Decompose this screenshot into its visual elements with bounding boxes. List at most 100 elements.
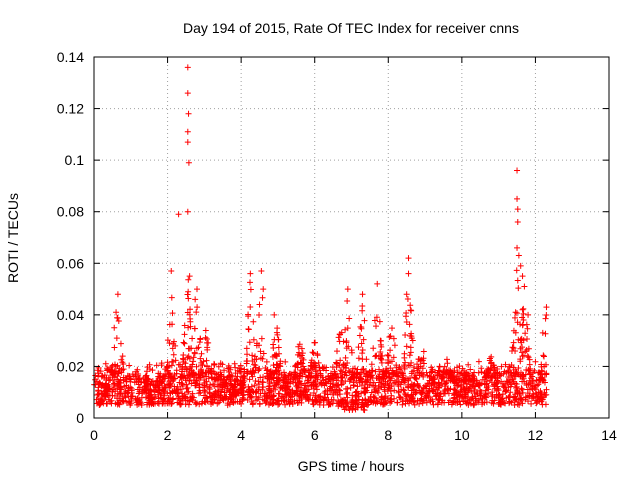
data-point	[429, 398, 436, 405]
data-point	[432, 393, 439, 400]
data-point	[355, 355, 362, 362]
data-point	[354, 404, 361, 411]
data-point	[111, 324, 118, 331]
data-point	[510, 376, 517, 383]
data-point	[342, 326, 349, 333]
data-point	[176, 400, 183, 407]
data-point	[311, 362, 318, 369]
data-point	[168, 294, 175, 301]
data-point	[360, 370, 367, 377]
data-point	[395, 388, 402, 395]
data-point	[185, 345, 192, 352]
data-point	[191, 349, 198, 356]
data-point	[543, 311, 550, 318]
data-point	[408, 359, 415, 366]
data-point	[404, 295, 411, 302]
data-point	[471, 369, 478, 376]
data-point	[94, 392, 101, 399]
data-point	[512, 373, 519, 380]
data-point	[186, 273, 193, 280]
data-point	[260, 350, 267, 357]
data-point	[186, 355, 193, 362]
data-point	[114, 291, 121, 298]
data-point	[345, 367, 352, 374]
y-tick-label: 0.08	[57, 204, 84, 220]
data-point	[515, 336, 522, 343]
data-point	[285, 398, 292, 405]
data-point	[179, 355, 186, 362]
data-point	[483, 384, 490, 391]
data-point	[368, 361, 375, 368]
data-point	[512, 385, 519, 392]
data-point	[510, 339, 517, 346]
data-point	[337, 367, 344, 374]
data-point	[479, 376, 486, 383]
data-point	[126, 362, 133, 369]
data-point	[263, 398, 270, 405]
data-point	[218, 388, 225, 395]
data-point	[161, 373, 168, 380]
data-point	[500, 383, 507, 390]
data-point	[111, 368, 118, 375]
data-point	[494, 385, 501, 392]
data-point	[374, 280, 381, 287]
data-point	[312, 367, 319, 374]
data-point	[190, 370, 197, 377]
data-point	[190, 358, 197, 365]
data-point	[498, 363, 505, 370]
data-point	[273, 351, 280, 358]
data-point	[98, 389, 105, 396]
data-point	[478, 380, 485, 387]
data-point	[185, 388, 192, 395]
data-point	[454, 382, 461, 389]
data-point	[205, 339, 212, 346]
data-point	[202, 373, 209, 380]
y-tick-labels: 0 0.02 0.04 0.06 0.08 0.1 0.12 0.14	[57, 49, 84, 426]
data-point	[252, 388, 259, 395]
data-point	[113, 309, 120, 316]
data-point	[275, 377, 282, 384]
data-point	[173, 367, 180, 374]
data-point	[344, 298, 351, 305]
data-point	[302, 373, 309, 380]
data-point	[489, 389, 496, 396]
data-point	[179, 365, 186, 372]
data-point	[243, 345, 250, 352]
data-point	[116, 401, 123, 408]
data-point	[487, 366, 494, 373]
data-point	[442, 390, 449, 397]
data-point	[382, 381, 389, 388]
data-point	[355, 344, 362, 351]
data-point	[257, 348, 264, 355]
data-point	[385, 352, 392, 359]
y-tick-label: 0.06	[57, 255, 84, 271]
data-point	[390, 370, 397, 377]
data-point	[343, 365, 350, 372]
data-point	[125, 393, 132, 400]
data-point	[255, 381, 262, 388]
data-point	[168, 268, 175, 275]
data-point	[407, 374, 414, 381]
data-point	[344, 389, 351, 396]
data-point	[195, 344, 202, 351]
data-point	[134, 366, 141, 373]
data-point	[520, 317, 527, 324]
data-point	[539, 394, 546, 401]
data-point	[522, 371, 529, 378]
data-point	[318, 379, 325, 386]
data-point	[101, 371, 108, 378]
data-point	[233, 390, 240, 397]
data-point	[306, 379, 313, 386]
data-point	[362, 384, 369, 391]
data-point	[238, 365, 245, 372]
data-point	[188, 393, 195, 400]
data-point	[348, 403, 355, 410]
data-point	[442, 380, 449, 387]
data-point	[156, 387, 163, 394]
data-point	[420, 348, 427, 355]
data-point	[211, 360, 218, 367]
data-point	[400, 376, 407, 383]
data-point	[462, 398, 469, 405]
data-point	[454, 364, 461, 371]
data-point	[92, 376, 99, 383]
